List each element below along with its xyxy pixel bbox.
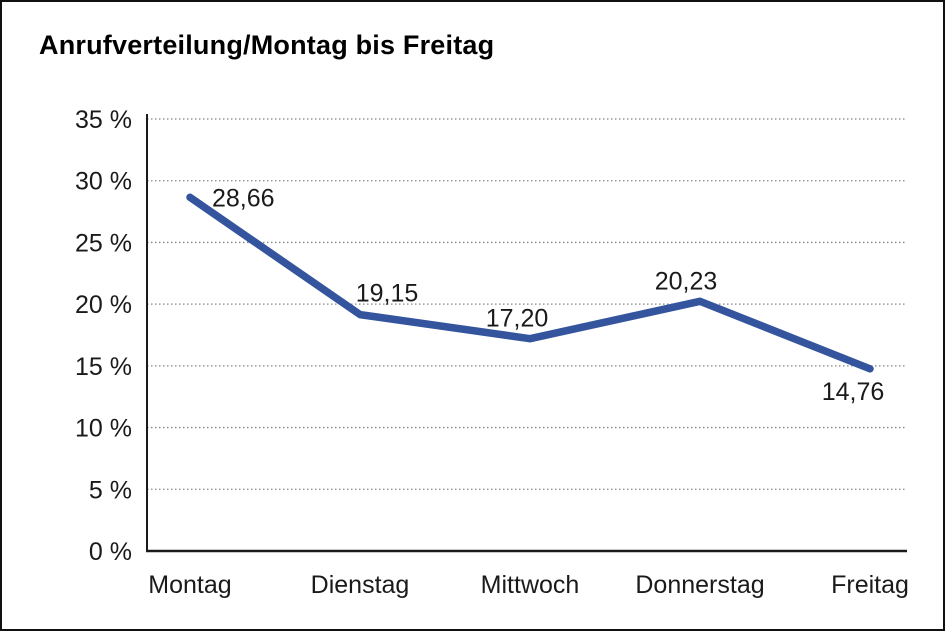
- y-tick-label: 25 %: [75, 229, 132, 257]
- y-tick-label: 30 %: [75, 168, 132, 196]
- data-point-label: 28,66: [212, 184, 275, 212]
- data-point-label: 20,23: [655, 267, 718, 295]
- x-category-label: Donnerstag: [635, 571, 764, 599]
- y-tick-label: 10 %: [75, 415, 132, 443]
- data-point-label: 14,76: [822, 378, 885, 406]
- data-point-label: 19,15: [356, 280, 419, 308]
- y-tick-label: 35 %: [75, 106, 132, 134]
- data-point-label: 17,20: [486, 305, 549, 333]
- y-tick-label: 0 %: [89, 538, 132, 566]
- x-category-label: Montag: [148, 571, 231, 599]
- x-category-label: Dienstag: [311, 571, 410, 599]
- y-tick-label: 15 %: [75, 353, 132, 381]
- x-category-label: Mittwoch: [481, 571, 580, 599]
- y-tick-label: 5 %: [89, 476, 132, 504]
- x-category-label: Freitag: [831, 571, 909, 599]
- chart-title: Anrufverteilung/Montag bis Freitag: [39, 30, 495, 60]
- series-line-anrufverteilung: [186, 193, 874, 373]
- y-tick-label: 20 %: [75, 291, 132, 319]
